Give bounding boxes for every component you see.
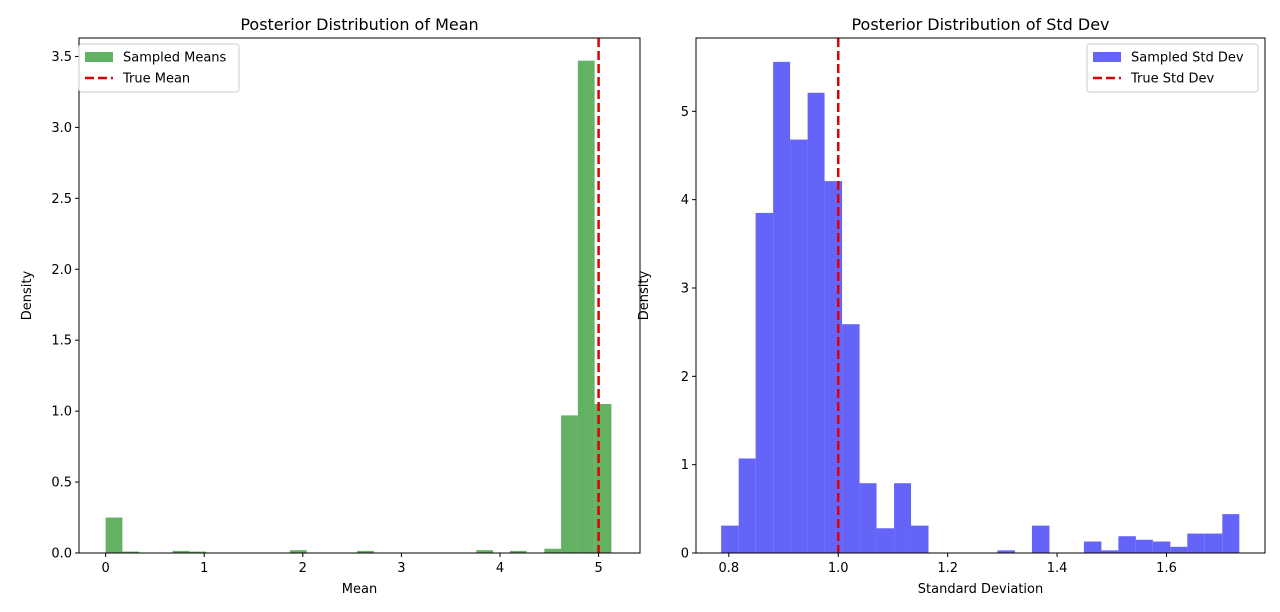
legend: Sampled Std Dev True Std Dev <box>1086 43 1259 93</box>
histogram-bar <box>859 483 877 553</box>
legend: Sampled Means True Mean <box>78 43 240 93</box>
histogram-bar <box>1222 514 1240 553</box>
y-tick-label: 3.5 <box>51 50 72 65</box>
x-tick-label: 1 <box>200 561 208 576</box>
x-tick-label: 3 <box>397 561 405 576</box>
y-tick-label: 2 <box>681 370 689 385</box>
axes-frame <box>695 37 1266 554</box>
histogram-bar <box>773 61 791 554</box>
y-tick-label: 2.0 <box>51 263 72 278</box>
x-tick-label: 0.8 <box>718 561 739 576</box>
histogram-bar <box>561 415 578 553</box>
histogram-bar <box>172 550 190 553</box>
histogram-bar <box>594 404 612 553</box>
histogram-bar <box>1152 541 1171 553</box>
legend-box <box>78 43 240 93</box>
legend-label: Sampled Std Dev <box>1131 51 1244 66</box>
histogram-bar <box>189 551 207 553</box>
y-tick-label: 2.5 <box>51 192 72 207</box>
histogram-bar <box>894 483 912 553</box>
histogram-bar <box>1170 546 1188 553</box>
x-tick-label: 5 <box>594 561 602 576</box>
legend-label: True Mean <box>122 72 190 87</box>
histogram-bar <box>357 550 374 553</box>
chart-title: Posterior Distribution of Std Dev <box>851 15 1109 34</box>
histogram-bar <box>738 458 756 553</box>
chart-panel-2: 0.8 1.0 1.2 1.4 1.6 0 1 2 3 4 5 Posterior Distribut… <box>637 15 1266 597</box>
y-axis-label: Density <box>637 270 652 320</box>
histogram-bar <box>476 550 494 553</box>
histogram-bar <box>1083 541 1102 553</box>
x-tick-label: 1.2 <box>937 561 958 576</box>
histogram-bar <box>911 525 929 553</box>
histogram-bar <box>1101 550 1119 553</box>
chart-title: Posterior Distribution of Mean <box>240 15 478 34</box>
y-tick-label: 1 <box>681 458 689 473</box>
y-tick-label: 0.0 <box>51 547 72 562</box>
legend-label: Sampled Means <box>123 51 227 66</box>
x-tick-label: 1.0 <box>828 561 849 576</box>
x-tick-label: 4 <box>496 561 504 576</box>
legend-box <box>1086 43 1259 93</box>
histogram-bar <box>509 550 527 553</box>
y-tick-label: 3 <box>681 281 689 296</box>
y-tick-label: 3.0 <box>51 121 72 136</box>
histogram-bar <box>876 528 895 553</box>
y-tick-label: 0 <box>681 547 689 562</box>
histogram-bar <box>755 212 774 554</box>
y-tick-label: 1.5 <box>51 334 72 349</box>
x-tick-label: 1.6 <box>1156 561 1177 576</box>
y-tick-label: 5 <box>681 105 689 120</box>
x-tick-label: 0 <box>101 561 109 576</box>
histogram-bar <box>289 550 307 553</box>
histogram-bar <box>1135 539 1153 553</box>
x-tick-label: 1.4 <box>1047 561 1068 576</box>
histogram-bar <box>997 550 1015 553</box>
histogram-bar <box>1187 533 1205 553</box>
histogram-bar <box>1031 525 1050 553</box>
histogram-bar <box>1118 536 1136 553</box>
histogram-bar <box>1204 533 1223 553</box>
histogram-bar <box>577 60 595 553</box>
histogram-bar <box>790 139 808 554</box>
legend-swatch <box>1093 52 1121 62</box>
x-axis-label: Standard Deviation <box>918 582 1043 597</box>
axes-frame <box>78 37 641 554</box>
histogram-bar <box>842 324 860 553</box>
y-tick-label: 1.0 <box>51 405 72 420</box>
y-axis-label: Density <box>20 270 35 320</box>
chart-panel-1: 0 1 2 3 4 5 0.0 0.5 1.0 1.5 2.0 2.5 3.0 3.5 Posterior … <box>20 15 641 597</box>
histogram-bar <box>721 525 739 553</box>
y-tick-label: 4 <box>681 193 689 208</box>
histogram-bar <box>544 548 562 553</box>
legend-swatch <box>85 52 113 62</box>
histogram-bar <box>807 92 825 554</box>
legend-label: True Std Dev <box>1130 72 1214 87</box>
histogram-bar <box>122 551 140 553</box>
x-axis-label: Mean <box>342 582 377 597</box>
x-tick-label: 2 <box>299 561 307 576</box>
y-tick-label: 0.5 <box>51 476 72 491</box>
histogram-bar <box>105 517 123 553</box>
